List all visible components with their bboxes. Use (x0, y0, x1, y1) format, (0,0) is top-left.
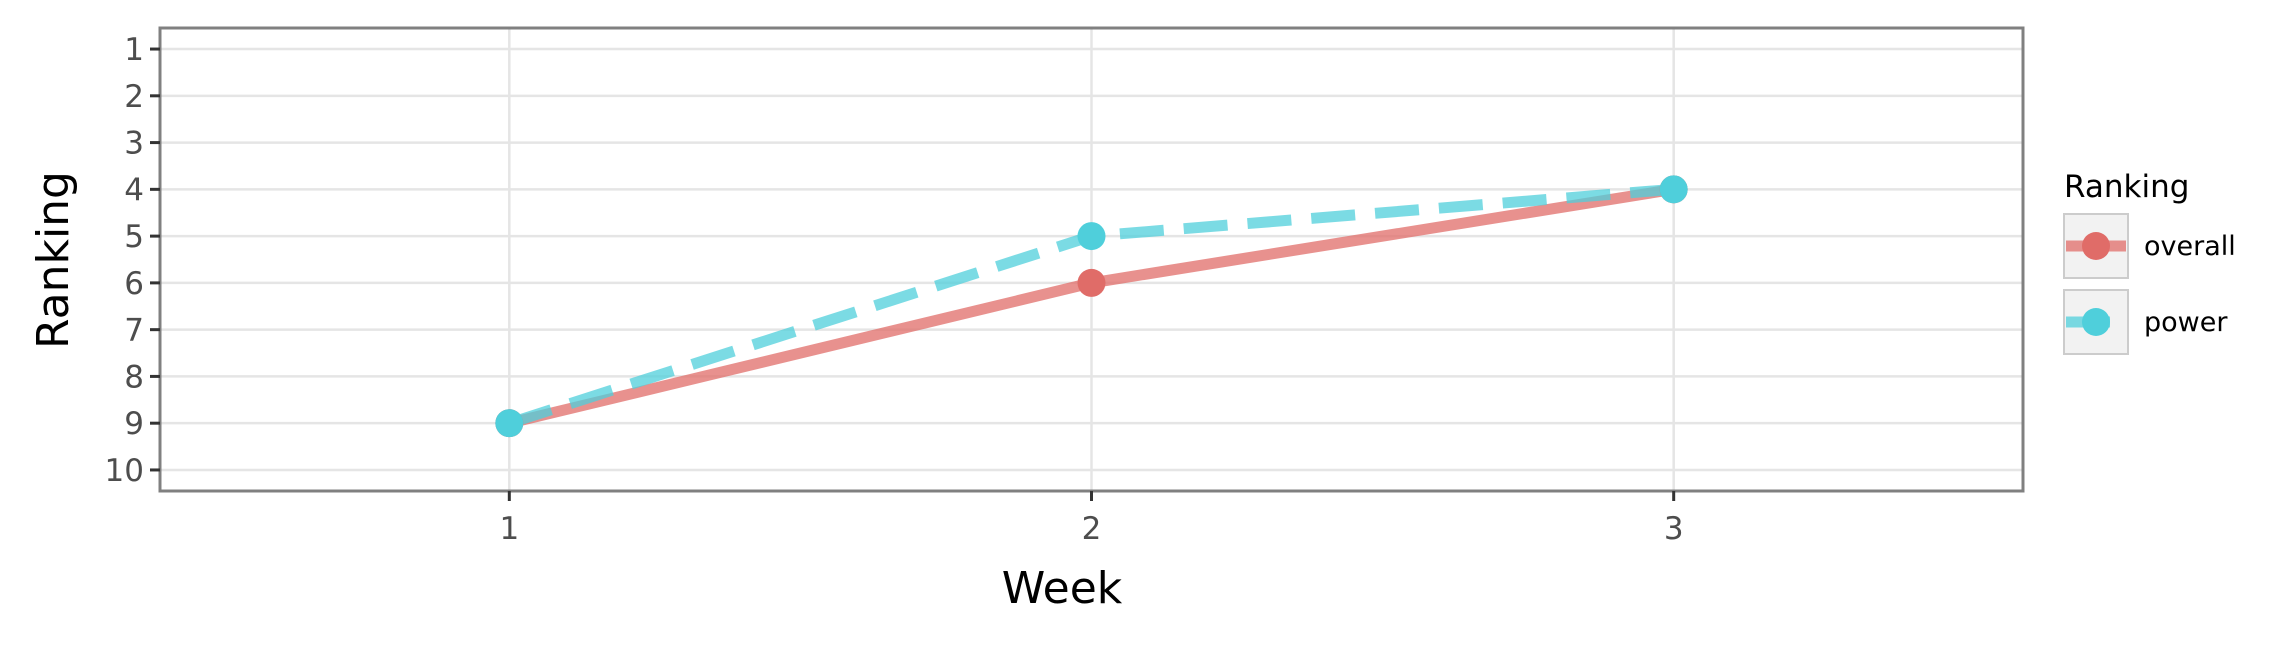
data-point-power (495, 409, 524, 438)
y-tick-label: 10 (105, 453, 144, 489)
y-tick-label: 4 (124, 172, 144, 208)
x-tick-label: 1 (499, 511, 519, 547)
legend: Ranking overall power (2063, 169, 2236, 355)
x-tick-label: 2 (1082, 511, 1102, 547)
legend-label: overall (2144, 231, 2236, 262)
y-tick-label: 2 (124, 79, 144, 115)
legend-title: Ranking (2064, 169, 2189, 205)
data-point-power (1077, 222, 1106, 251)
legend-key-point (2082, 308, 2110, 336)
grid-layer (160, 28, 2023, 491)
legend-key-point (2082, 232, 2110, 260)
data-point-power (1659, 175, 1688, 204)
legend-item-power: power (2063, 289, 2228, 355)
y-tick-label: 9 (124, 406, 144, 442)
axis-layer: 1 2 3 4 5 6 7 8 9 10 1 2 3 (105, 32, 1684, 547)
y-tick-label: 7 (124, 313, 144, 349)
y-tick-label: 6 (124, 266, 144, 302)
legend-label: power (2144, 307, 2228, 338)
legend-item-overall: overall (2063, 213, 2236, 279)
legend-items: overall power (2063, 213, 2236, 355)
y-tick-label: 1 (124, 32, 144, 68)
x-tick-label: 3 (1664, 511, 1684, 547)
y-tick-label: 5 (124, 219, 144, 255)
y-axis-title: Ranking (28, 171, 79, 349)
series-layer (495, 175, 1688, 438)
x-axis-title: Week (1002, 563, 1123, 614)
data-point-overall (1077, 268, 1106, 297)
y-tick-label: 3 (124, 126, 144, 162)
y-tick-label: 8 (124, 359, 144, 395)
